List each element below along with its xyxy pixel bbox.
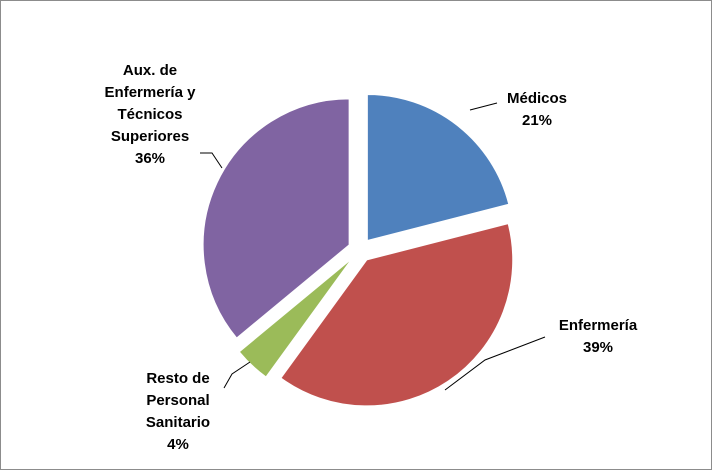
slice-value-label: 36% (135, 150, 165, 167)
slice-value-label: 4% (167, 436, 189, 453)
pie-slice (280, 223, 514, 407)
slice-label: Médicos (507, 90, 567, 107)
slice-value-label: 21% (522, 112, 552, 129)
slice-label: Resto de Personal Sanitario (146, 370, 210, 431)
leader-line (469, 102, 498, 111)
leader-line (223, 361, 251, 389)
leader-line (200, 152, 223, 169)
pie-slice (366, 94, 510, 242)
slice-value-label: 39% (583, 339, 613, 356)
slice-label: Aux. de Enfermería y Técnicos Superiores (105, 62, 197, 145)
pie-slice (202, 98, 350, 339)
slice-label: Enfermería (559, 317, 638, 334)
leader-line (444, 336, 546, 391)
pie-slice (238, 258, 353, 378)
